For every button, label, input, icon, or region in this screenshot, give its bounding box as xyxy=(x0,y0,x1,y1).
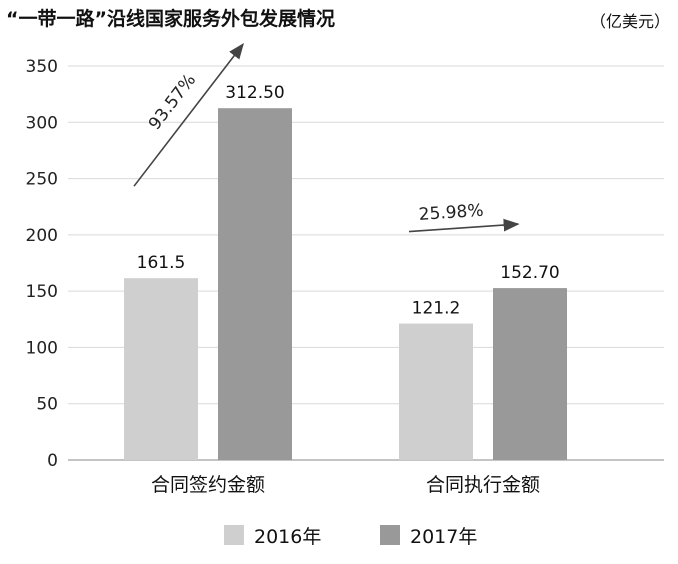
growth-label: 93.57% xyxy=(145,70,200,134)
y-tick-label: 300 xyxy=(26,113,58,133)
bar-2016 xyxy=(124,278,198,460)
legend-label: 2016年 xyxy=(254,526,321,548)
y-tick-label: 350 xyxy=(26,57,58,77)
data-label: 161.5 xyxy=(137,253,186,273)
legend-swatch xyxy=(224,525,244,545)
category-label: 合同执行金额 xyxy=(426,474,540,496)
legend-swatch xyxy=(380,525,400,545)
unit-label: （亿美元） xyxy=(589,12,670,31)
bar-2017 xyxy=(218,108,292,460)
bar-2016 xyxy=(399,323,473,460)
growth-label: 25.98% xyxy=(418,201,484,225)
y-tick-label: 50 xyxy=(36,395,58,415)
data-label: 152.70 xyxy=(500,263,559,283)
y-tick-label: 150 xyxy=(26,282,58,302)
y-tick-label: 0 xyxy=(47,451,58,471)
bar-2017 xyxy=(493,288,567,460)
y-tick-label: 250 xyxy=(26,170,58,190)
legend-label: 2017年 xyxy=(410,526,477,548)
category-label: 合同签约金额 xyxy=(151,474,265,496)
chart-title: “一带一路”沿线国家服务外包发展情况 xyxy=(6,8,335,30)
growth-arrow xyxy=(133,42,244,187)
data-label: 121.2 xyxy=(412,299,461,319)
y-tick-label: 200 xyxy=(26,226,58,246)
data-label: 312.50 xyxy=(225,83,284,103)
y-tick-label: 100 xyxy=(26,338,58,358)
growth-arrow xyxy=(408,218,520,233)
